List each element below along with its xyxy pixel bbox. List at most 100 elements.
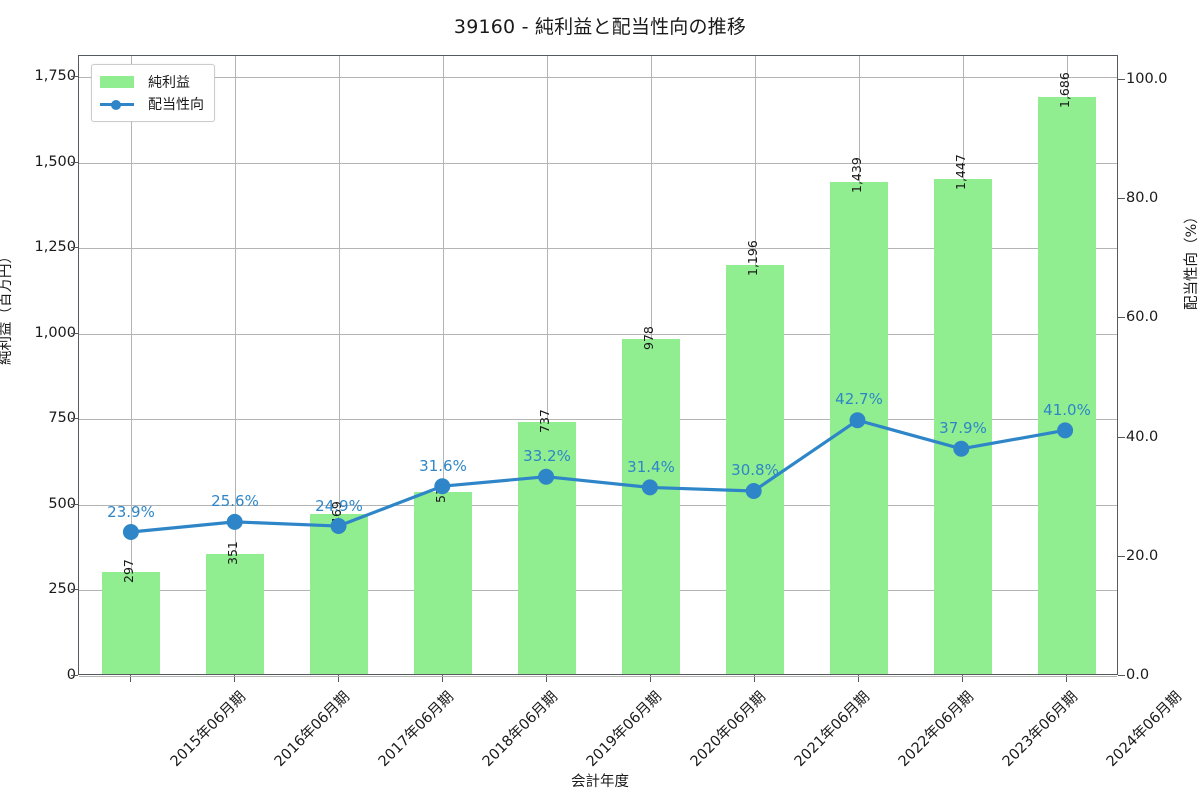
y-axis-tick-label-right: 60.0 <box>1126 309 1159 326</box>
x-axis-tick-mark <box>130 675 131 682</box>
bar <box>310 513 368 674</box>
y-axis-tick-label-right: 100.0 <box>1126 70 1168 87</box>
legend-item-net-income[interactable]: 純利益 <box>100 71 204 93</box>
line-marker <box>226 513 243 530</box>
line-marker <box>538 468 555 485</box>
line-marker <box>641 479 658 496</box>
y-axis-tick-label-left: 250 <box>48 581 76 598</box>
x-axis-tick-mark <box>442 675 443 682</box>
line-value-label: 37.9% <box>939 419 987 438</box>
x-axis-tick-label: 2022年06月期 <box>895 688 978 771</box>
gridline-horizontal <box>79 162 1117 164</box>
gridline-horizontal <box>79 504 1117 506</box>
x-axis-tick-mark <box>650 675 651 682</box>
y-axis-tick-label-left: 1,750 <box>34 68 76 85</box>
x-axis-tick-label: 2019年06月期 <box>583 688 666 771</box>
gridline-vertical <box>443 56 444 674</box>
x-axis-tick-mark <box>338 675 339 682</box>
line-value-label: 33.2% <box>523 447 571 466</box>
y-axis-tick-mark-left <box>71 247 78 249</box>
y-axis-tick-label-right: 40.0 <box>1126 428 1159 445</box>
y-axis-tick-label-left: 750 <box>48 410 76 427</box>
line-marker <box>330 518 347 535</box>
y-axis-tick-label-left: 1,500 <box>34 153 76 170</box>
line-marker <box>849 412 866 429</box>
legend-item-payout-ratio[interactable]: 配当性向 <box>100 93 204 115</box>
y-axis-tick-mark-left <box>71 332 78 334</box>
line-value-label: 42.7% <box>835 390 883 409</box>
y-axis-tick-mark-right <box>1118 675 1125 676</box>
line-marker <box>122 524 139 540</box>
legend-bar-swatch-icon <box>100 76 134 88</box>
x-axis-tick-label: 2015年06月期 <box>167 688 250 771</box>
y-axis-tick-mark-left <box>71 418 78 420</box>
y-axis-tick-mark-left <box>71 161 78 163</box>
line-value-label: 23.9% <box>107 502 155 521</box>
x-axis-tick-label: 2018年06月期 <box>479 688 562 771</box>
line-marker <box>1057 422 1074 439</box>
x-axis-tick-mark <box>962 675 963 682</box>
y-axis-tick-label-left: 1,250 <box>34 239 76 256</box>
y-axis-tick-mark-right <box>1118 78 1125 80</box>
gridline-vertical <box>131 56 132 674</box>
y-axis-tick-mark-left <box>71 675 78 676</box>
gridline-horizontal <box>79 590 1117 592</box>
x-axis-tick-mark <box>1066 675 1067 682</box>
x-axis-tick-label: 2016年06月期 <box>271 688 354 771</box>
legend-label: 純利益 <box>148 75 190 91</box>
x-axis-label: 会計年度 <box>571 774 629 790</box>
x-axis-tick-label: 2023年06月期 <box>999 688 1082 771</box>
y-axis-label-left: 純利益（百万円） <box>0 249 14 365</box>
x-axis-tick-mark <box>858 675 859 682</box>
gridline-horizontal <box>79 676 1117 677</box>
bar <box>414 492 472 674</box>
gridline-vertical <box>235 56 236 674</box>
bar <box>1038 97 1096 674</box>
y-axis-label-right: 配当性向（%） <box>1184 209 1200 310</box>
x-axis-tick-label: 2017年06月期 <box>375 688 458 771</box>
y-axis-tick-mark-right <box>1118 555 1125 557</box>
gridline-vertical <box>547 56 548 674</box>
line-path <box>129 418 1067 534</box>
bar <box>622 339 680 674</box>
line-value-label: 24.9% <box>315 496 363 515</box>
y-axis-tick-label-left: 500 <box>48 495 76 512</box>
x-axis-tick-mark <box>234 675 235 682</box>
bar <box>206 553 264 674</box>
y-axis-tick-mark-right <box>1118 317 1125 319</box>
gridline-horizontal <box>79 419 1117 421</box>
bar <box>934 178 992 674</box>
line-value-label: 41.0% <box>1043 400 1091 419</box>
y-axis-tick-label-right: 0.0 <box>1126 667 1150 683</box>
y-axis-tick-label-left: 1,000 <box>34 324 76 341</box>
y-axis-tick-label-right: 20.0 <box>1126 547 1159 564</box>
x-axis-tick-mark <box>546 675 547 682</box>
bar <box>518 421 576 674</box>
gridline-horizontal <box>79 248 1117 250</box>
y-axis-tick-mark-right <box>1118 198 1125 200</box>
legend-line-swatch-icon <box>100 98 134 110</box>
y-axis-tick-mark-right <box>1118 436 1125 438</box>
x-axis-tick-label: 2020年06月期 <box>687 688 770 771</box>
gridline-horizontal <box>79 77 1117 79</box>
gridline-vertical <box>339 56 340 674</box>
line-series <box>122 412 1074 540</box>
line-marker <box>953 440 970 457</box>
x-axis-tick-label: 2024年06月期 <box>1103 688 1186 771</box>
x-axis-tick-label: 2021年06月期 <box>791 688 874 771</box>
chart-title: 39160 - 純利益と配当性向の推移 <box>453 16 747 38</box>
x-axis-tick-mark <box>754 675 755 682</box>
line-value-label: 30.8% <box>731 461 779 480</box>
line-value-label: 31.4% <box>627 457 675 476</box>
line-marker <box>434 478 451 495</box>
y-axis-tick-mark-left <box>71 589 78 591</box>
legend-label: 配当性向 <box>148 97 204 113</box>
y-axis-tick-mark-left <box>71 76 78 78</box>
line-value-label: 25.6% <box>211 492 259 511</box>
line-marker <box>745 483 762 499</box>
bar <box>102 572 160 674</box>
y-axis-tick-mark-left <box>71 503 78 505</box>
line-value-label: 31.6% <box>419 456 467 475</box>
